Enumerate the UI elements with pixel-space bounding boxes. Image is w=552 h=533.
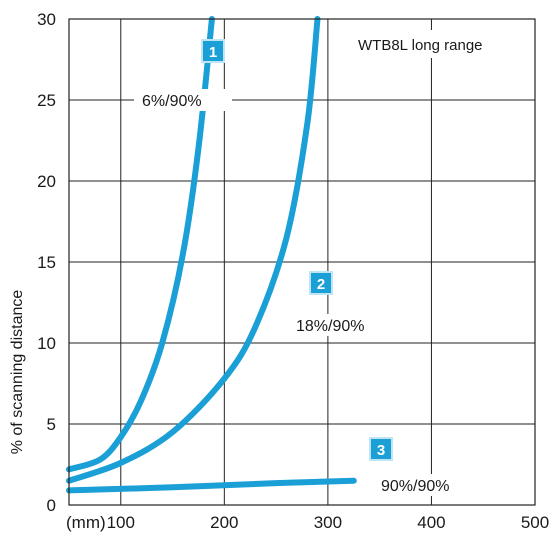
chart-title: WTB8L long range: [358, 37, 483, 54]
curve-3-line: [66, 477, 357, 494]
curve-1-line: [66, 16, 215, 473]
x-tick-label: 100: [107, 513, 135, 532]
grid: [69, 18, 536, 506]
ticks: 100 200 300 400 500 0 5 10 15 20 25 30: [37, 10, 549, 532]
x-axis-unit-label: (mm): [66, 513, 106, 532]
curve-2-label: 18%/90%: [296, 318, 365, 335]
y-axis-title: % of scanning distance: [9, 290, 26, 455]
x-tick-label: 400: [417, 513, 445, 532]
curve-3-badge: 3: [369, 437, 393, 461]
y-tick-label: 0: [47, 496, 56, 515]
curves: [66, 16, 357, 494]
x-tick-label: 200: [210, 513, 238, 532]
curve-3-marker: 3: [377, 442, 385, 459]
curve-1-label-bg: [134, 89, 232, 111]
curve-1-badge: 1: [201, 39, 225, 63]
curve-1-marker: 1: [209, 44, 217, 61]
curve-1-label: 6%/90%: [142, 93, 202, 110]
curve-2-marker: 2: [317, 276, 325, 293]
y-tick-label: 15: [37, 253, 56, 272]
y-tick-label: 20: [37, 172, 56, 191]
y-tick-label: 10: [37, 334, 56, 353]
title-box: [350, 30, 532, 58]
x-tick-label: 500: [521, 513, 549, 532]
plot-frame: [68, 18, 536, 506]
y-tick-label: 5: [47, 415, 56, 434]
y-tick-label: 30: [37, 10, 56, 29]
y-tick-label: 25: [37, 91, 56, 110]
curve-2-badge: 2: [309, 271, 333, 295]
x-tick-label: 300: [314, 513, 342, 532]
curve-2-label-bg: [292, 314, 392, 336]
curve-3-label-bg: [376, 474, 486, 496]
curve-2-line: [66, 16, 321, 484]
curve-3-label: 90%/90%: [381, 478, 450, 495]
